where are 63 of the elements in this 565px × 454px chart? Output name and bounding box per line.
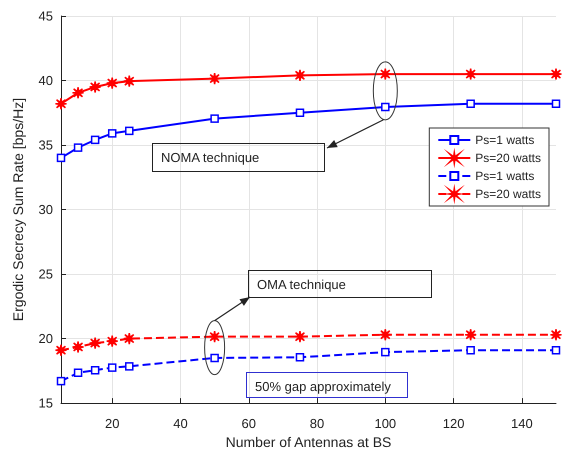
- point: [123, 332, 136, 345]
- point: [54, 344, 68, 356]
- point: [106, 76, 118, 90]
- y-tick-label: 40: [38, 73, 53, 88]
- legend-label: Ps=1 watts: [475, 133, 534, 147]
- text-box: NOMA technique: [152, 143, 325, 172]
- y-axis-title: Ergodic Secrecy Sum Rate [bps/Hz]: [10, 98, 26, 322]
- point: [72, 340, 84, 354]
- point: [381, 348, 390, 356]
- point: [123, 74, 136, 88]
- x-tick-label: 120: [442, 416, 464, 432]
- point: [108, 363, 116, 372]
- x-tick-label: 140: [511, 416, 533, 432]
- y-tick-label: 15: [38, 396, 53, 411]
- point: [294, 330, 306, 343]
- point: [379, 68, 392, 80]
- x-axis-title: Number of Antennas at BS: [226, 434, 392, 450]
- x-tick-label: 60: [242, 416, 256, 432]
- point: [379, 328, 392, 341]
- point: [56, 154, 66, 162]
- point: [208, 72, 221, 85]
- point: [550, 328, 562, 341]
- point: [125, 362, 134, 371]
- point: [466, 346, 475, 354]
- point: [90, 136, 100, 144]
- point: [464, 68, 477, 80]
- point: [74, 368, 82, 378]
- x-tick-label: 100: [374, 416, 396, 432]
- point: [125, 126, 134, 136]
- point: [296, 108, 304, 118]
- point: [552, 99, 560, 108]
- legend-label: Ps=20 watts: [475, 187, 541, 201]
- point: [464, 328, 477, 341]
- point: [88, 336, 102, 350]
- text-box: OMA technique: [248, 270, 432, 298]
- point: [56, 376, 66, 386]
- x-tick-label: 20: [104, 416, 120, 432]
- point: [108, 129, 116, 138]
- legend-label: Ps=20 watts: [475, 151, 541, 165]
- x-tick-label: 40: [173, 416, 188, 432]
- y-tick-label: 20: [38, 331, 53, 346]
- text-box: 50% gap approximately: [246, 372, 408, 398]
- point: [550, 68, 562, 80]
- point: [88, 80, 102, 94]
- point: [106, 334, 118, 348]
- x-tick-label: 80: [310, 416, 324, 432]
- point: [466, 99, 475, 108]
- point: [552, 346, 560, 354]
- point: [210, 114, 219, 123]
- point: [90, 366, 100, 374]
- y-tick-label: 35: [38, 138, 53, 153]
- point: [294, 69, 306, 82]
- point: [74, 143, 82, 152]
- legend-label: Ps=1 watts: [475, 169, 534, 183]
- point: [208, 330, 221, 343]
- point: [296, 353, 304, 362]
- y-tick-label: 45: [38, 8, 53, 24]
- point: [72, 86, 84, 100]
- point: [210, 354, 219, 362]
- point: [54, 97, 68, 110]
- y-tick-label: 25: [38, 266, 53, 282]
- y-tick-label: 30: [38, 202, 53, 218]
- point: [381, 102, 390, 112]
